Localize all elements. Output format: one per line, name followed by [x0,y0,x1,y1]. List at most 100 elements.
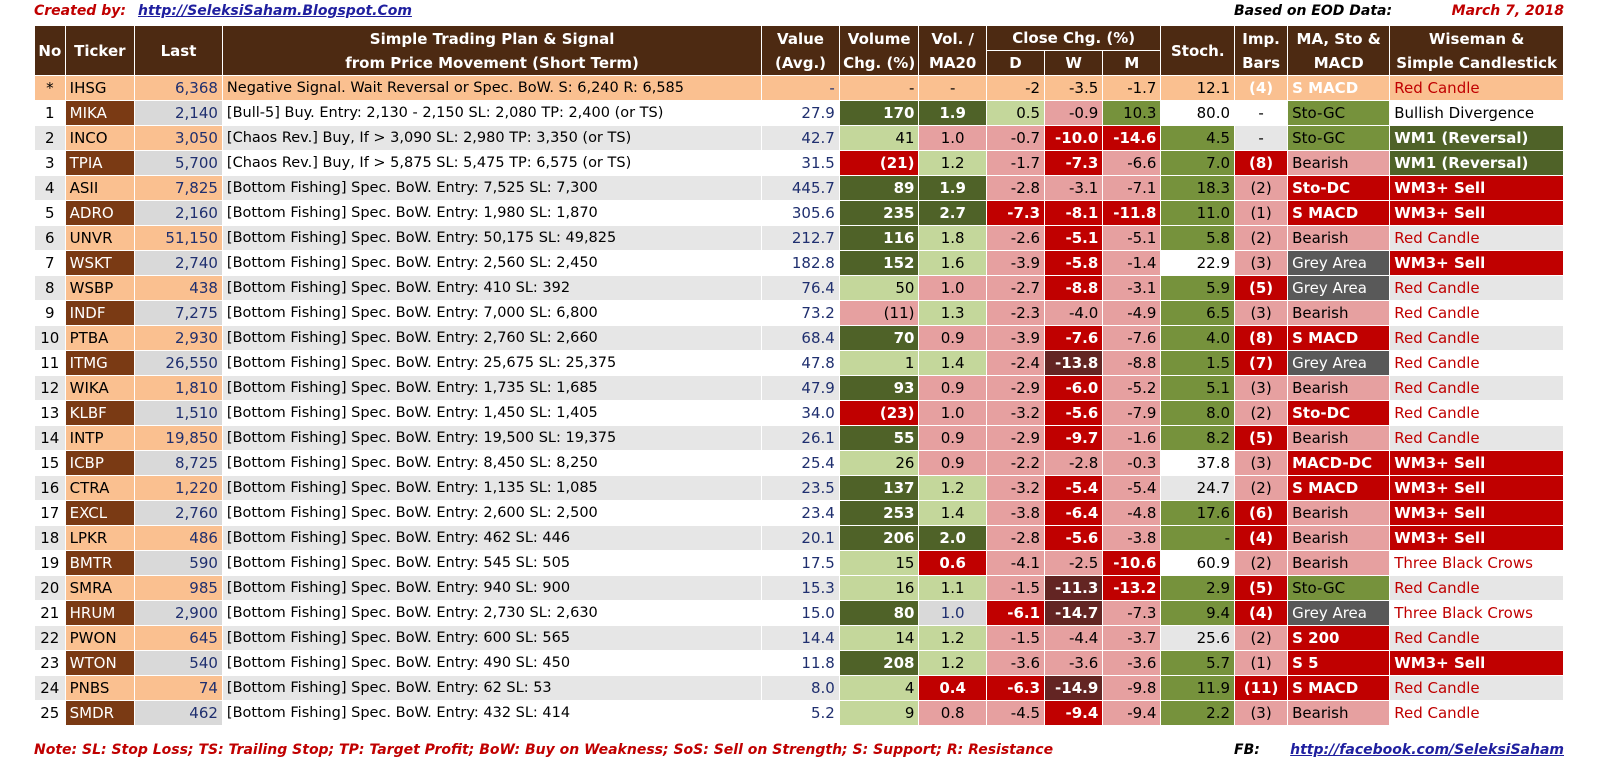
cell-w: -11.3 [1044,575,1104,601]
cell-last: 985 [134,575,223,601]
cell-plan: [Bottom Fishing] Spec. BoW. Entry: 7,000… [221,300,763,326]
col-ma-line2: MACD [1313,53,1364,72]
cell-imp: (8) [1234,325,1289,351]
table-row: 6 UNVR 51,150 [Bottom Fishing] Spec. BoW. E… [34,225,1564,251]
cell-w: -3.1 [1044,175,1104,201]
col-close-chg: Close Chg. (%) [985,25,1162,51]
cell-m: -7.1 [1102,175,1162,201]
cell-stoch: 22.9 [1160,250,1236,276]
cell-vol-ma20: 1.9 [918,175,987,201]
col-ma-line1: MA, Sto & [1296,29,1381,48]
cell-vol-ma20: 1.1 [918,575,987,601]
trading-plan-table: No Ticker Last Simple Trading Plan & Sig… [34,25,1564,726]
cell-stoch: 4.5 [1160,125,1236,151]
col-plan-line2: from Price Movement (Short Term) [345,53,639,72]
cell-vol-chg: 50 [838,275,920,301]
cell-ticker: ICBP [64,450,136,476]
cell-w: -5.4 [1044,475,1104,501]
cell-last: 462 [134,700,223,726]
cell-vol-chg: 9 [838,700,920,726]
cell-ma: Bearish [1287,425,1391,451]
table-row: 24 PNBS 74 [Bottom Fishing] Spec. BoW. Entr… [34,675,1564,701]
footer-note: Note: SL: Stop Loss; TS: Trailing Stop; … [34,742,1054,758]
cell-plan: [Bottom Fishing] Spec. BoW. Entry: 600 S… [221,625,763,651]
cell-m: -0.3 [1102,450,1162,476]
cell-ws: Red Candle [1389,375,1564,401]
cell-vol-ma20: - [918,75,987,101]
cell-ws: Red Candle [1389,350,1564,376]
cell-vol-ma20: 2.0 [918,525,987,551]
cell-d: -2.9 [985,375,1046,401]
table-row: 13 KLBF 1,510 [Bottom Fishing] Spec. BoW. E… [34,400,1564,426]
cell-imp: (3) [1234,250,1289,276]
cell-plan: [Bottom Fishing] Spec. BoW. Entry: 462 S… [221,525,763,551]
cell-vol-chg: 70 [838,325,920,351]
cell-ws: Three Black Crows [1389,550,1564,576]
cell-ticker: INTP [64,425,136,451]
cell-plan: [Bottom Fishing] Spec. BoW. Entry: 2,560… [221,250,763,276]
cell-stoch: 4.0 [1160,325,1236,351]
cell-stoch: 17.6 [1160,500,1236,526]
cell-vol-chg: 26 [838,450,920,476]
cell-vol-ma20: 1.2 [918,475,987,501]
table-row: 23 WTON 540 [Bottom Fishing] Spec. BoW. Ent… [34,650,1564,676]
cell-vol-ma20: 1.0 [918,600,987,626]
table-row: 3 TPIA 5,700 [Chaos Rev.] Buy, If > 5,875 S… [34,150,1564,176]
cell-no: 14 [34,425,66,451]
cell-w: -3.5 [1044,75,1104,101]
cell-ticker: ASII [64,175,136,201]
cell-d: -1.5 [985,575,1046,601]
cell-vol-ma20: 2.7 [918,200,987,226]
cell-last: 590 [134,550,223,576]
cell-value: 34.0 [761,400,840,426]
cell-no: 12 [34,375,66,401]
table-row: 20 SMRA 985 [Bottom Fishing] Spec. BoW. Ent… [34,575,1564,601]
cell-ma: Bearish [1287,300,1391,326]
cell-w: -14.9 [1044,675,1104,701]
cell-w: -4.4 [1044,625,1104,651]
cell-ticker: LPKR [64,525,136,551]
cell-w: -7.6 [1044,325,1104,351]
cell-plan: [Bottom Fishing] Spec. BoW. Entry: 8,450… [221,450,763,476]
cell-vol-chg: 235 [838,200,920,226]
cell-imp: (7) [1234,350,1289,376]
cell-value: - [761,75,840,101]
cell-vol-chg: 80 [838,600,920,626]
cell-no: 18 [34,525,66,551]
cell-last: 2,160 [134,200,223,226]
col-m: M [1102,50,1162,76]
col-d: D [985,50,1046,76]
eod-date: March 7, 2018 [1451,3,1564,19]
cell-vol-ma20: 1.3 [918,300,987,326]
cell-m: -7.6 [1102,325,1162,351]
cell-d: -4.5 [985,700,1046,726]
cell-stoch: 18.3 [1160,175,1236,201]
cell-value: 182.8 [761,250,840,276]
cell-ws: Red Candle [1389,425,1564,451]
cell-ws: WM3+ Sell [1389,525,1564,551]
cell-d: -1.7 [985,150,1046,176]
cell-d: -2.9 [985,425,1046,451]
cell-no: 16 [34,475,66,501]
col-value: Value (Avg.) [761,25,840,76]
cell-w: -9.4 [1044,700,1104,726]
cell-vol-ma20: 0.9 [918,450,987,476]
cell-m: -10.6 [1102,550,1162,576]
cell-vol-ma20: 1.0 [918,275,987,301]
table-row: 8 WSBP 438 [Bottom Fishing] Spec. BoW. Entr… [34,275,1564,301]
cell-ma: S MACD [1287,75,1391,101]
facebook-link[interactable]: http://facebook.com/SeleksiSaham [1290,742,1564,758]
cell-m: -1.6 [1102,425,1162,451]
cell-ticker: IHSG [64,75,136,101]
cell-m: -9.4 [1102,700,1162,726]
col-value-line1: Value [777,29,824,48]
cell-w: -2.5 [1044,550,1104,576]
blog-link[interactable]: http://SeleksiSaham.Blogspot.Com [138,3,412,19]
cell-plan: [Bottom Fishing] Spec. BoW. Entry: 545 S… [221,550,763,576]
cell-m: -3.7 [1102,625,1162,651]
cell-ma: S 200 [1287,625,1391,651]
cell-vol-ma20: 1.2 [918,625,987,651]
cell-vol-chg: 137 [838,475,920,501]
cell-plan: [Bottom Fishing] Spec. BoW. Entry: 940 S… [221,575,763,601]
cell-d: -3.9 [985,325,1046,351]
